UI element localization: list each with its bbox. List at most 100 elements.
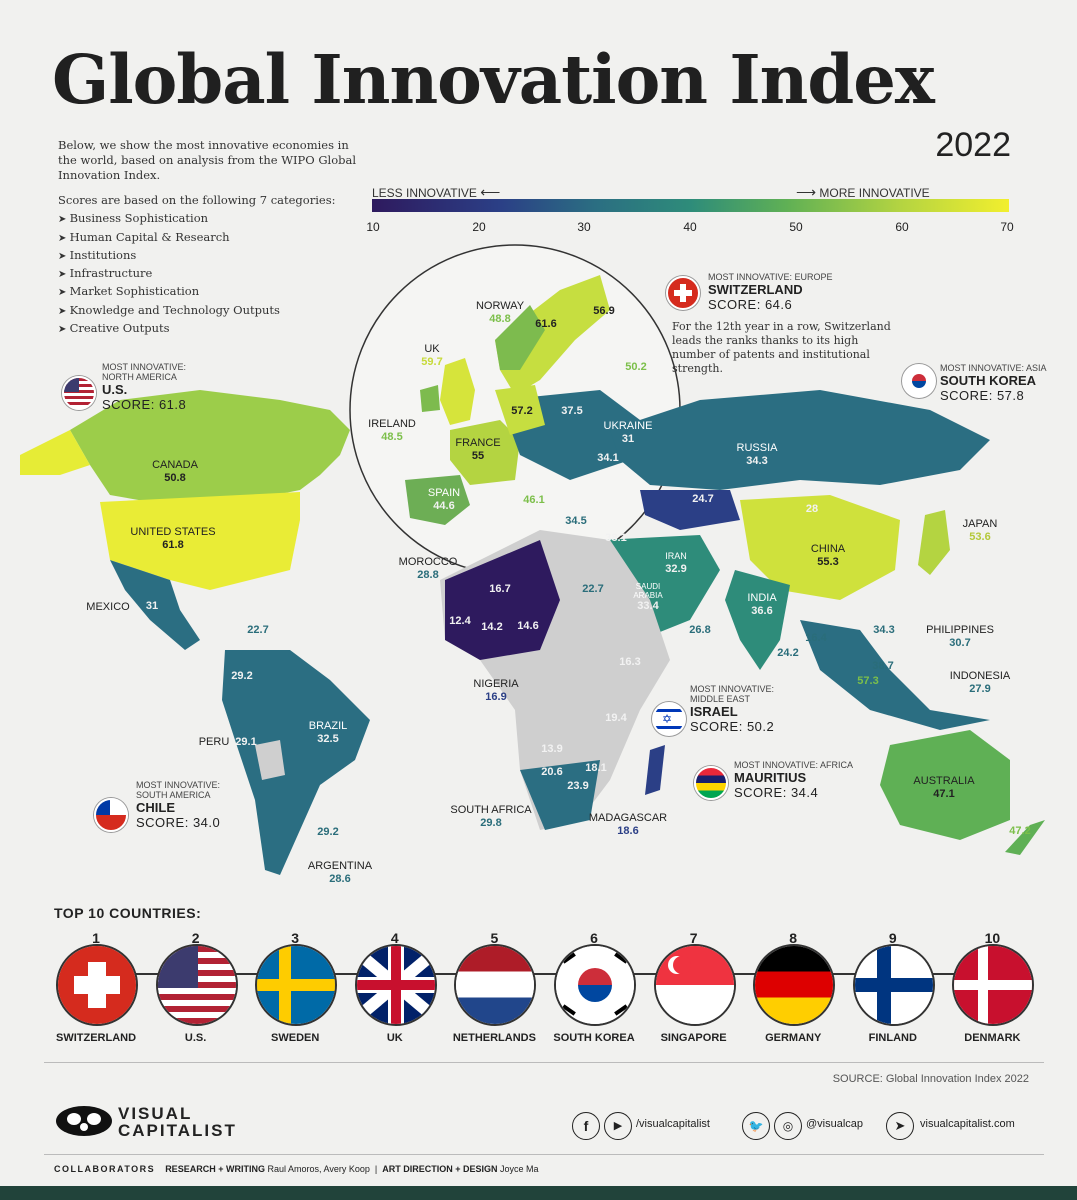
value-kazakhstan: 24.7 [692,493,714,505]
value-poland: 37.5 [561,405,583,417]
social-handle-link[interactable]: /visualcapitalist [636,1118,710,1130]
website-link[interactable]: visualcapitalist.com [920,1118,1015,1130]
value-russia-west: 50.2 [625,361,647,373]
germany-flag-icon [753,944,836,1026]
value-sri-lanka: 24.2 [777,647,799,659]
label-united-states: UNITED STATES 61.8 [130,526,216,551]
categories-block: Scores are based on the following 7 cate… [58,192,378,338]
value-africa: 13.9 [541,743,563,755]
value-yemen: 26.8 [689,624,711,636]
finland-flag-icon [852,944,935,1026]
us-flag-icon [62,376,96,410]
value-africa: 22.7 [582,583,604,595]
color-scale-bar [372,199,1009,212]
callout-score: SCORE: 50.2 [690,719,775,734]
social-handle-link[interactable]: @visualcap [806,1118,864,1130]
australia-shape [880,730,1010,840]
value-uruguay: 29.2 [317,826,339,838]
japan-shape [918,510,950,575]
value-africa: 16.3 [619,656,641,668]
youtube-icon[interactable]: ▶ [604,1112,632,1140]
callout-name: SOUTH KOREA [940,373,1037,388]
value-peru: 29.1 [235,736,257,748]
label-japan: JAPAN 53.6 [962,518,998,543]
label-indonesia: INDONESIA 27.9 [949,670,1011,695]
callout-head: MOST INNOVATIVE: EUROPE [708,272,833,282]
value-sweden: 61.6 [535,318,557,330]
callout-head: SOUTH AMERICA [136,790,211,800]
category-item: Institutions [58,247,378,265]
instagram-icon[interactable]: ◎ [774,1112,802,1140]
mauritius-flag-icon [694,766,728,800]
credits: COLLABORATORS RESEARCH + WRITING Raul Am… [54,1164,539,1174]
russia-shape [610,390,990,490]
divider [44,1062,1044,1063]
label-argentina: ARGENTINA 28.6 [307,860,373,885]
value-colombia: 29.2 [231,670,253,682]
callout-head: MOST INNOVATIVE: [136,780,221,790]
value-africa: 12.4 [449,615,471,627]
country-name: SOUTH KOREA [553,1032,635,1044]
west-africa-shape [445,540,560,660]
category-item: Creative Outputs [58,320,378,338]
label-peru: PERU [198,736,230,748]
value-africa: 18.1 [585,762,607,774]
value-turkey: 38.1 [605,532,627,544]
country-name: U.S. [184,1032,207,1044]
callout-head: MOST INNOVATIVE: AFRICA [734,760,854,770]
rank-number: 4 [390,930,399,946]
rank-number: 1 [92,930,100,946]
ireland-shape [420,385,440,412]
callout-score: SCORE: 34.4 [734,785,819,800]
facebook-icon[interactable]: f [572,1112,600,1140]
us-flag-icon [155,944,238,1026]
usa-shape [100,492,300,590]
category-item: Business Sophistication [58,210,378,228]
callout-name: MAURITIUS [734,770,807,785]
categories-intro: Scores are based on the following 7 cate… [58,193,336,207]
rank-number: 10 [984,930,1001,946]
cursor-icon[interactable]: ➤ [886,1112,914,1140]
rank-number: 7 [689,930,698,946]
intro-text: Below, we show the most innovative econo… [58,138,357,182]
value-singapore: 57.3 [857,675,879,687]
label-china: CHINA 55.3 [810,543,846,568]
norway-shape [495,305,545,370]
label-uk: UK 59.7 [421,343,443,368]
value-malaysia: 38.7 [872,660,894,672]
scale-tick: 50 [789,220,803,234]
spain-shape [405,475,470,525]
madagascar-shape [645,745,665,795]
country-name: FINLAND [868,1032,917,1044]
value-greece: 34.5 [565,515,587,527]
source-note: SOURCE: Global Innovation Index 2022 [832,1073,1029,1085]
value-africa: 14.2 [481,621,503,633]
value-africa: 23.9 [567,780,589,792]
value-mongolia: 28 [805,503,819,515]
label-russia: RUSSIA 34.3 [736,442,778,467]
netherlands-flag-icon [454,944,537,1026]
label-india: INDIA 36.6 [747,592,777,617]
label-saudi: SAUDI ARABIA 33.4 [633,582,663,612]
country-name: GERMANY [765,1032,822,1044]
scandinavia-shape [495,275,610,395]
scale-tick: 30 [577,220,591,234]
china-shape [740,495,900,600]
callout-score: SCORE: 57.8 [940,388,1025,403]
year: 2022 [935,126,1011,164]
callout-name: U.S. [102,382,128,397]
brand-name: VISUAL CAPITALIST [118,1104,237,1140]
value-africa: 14.6 [517,620,539,632]
callout-head: MOST INNOVATIVE: [102,362,187,372]
value-italy: 46.1 [523,494,545,506]
twitter-icon[interactable]: 🐦 [742,1112,770,1140]
value-africa: 19.4 [605,712,627,724]
value-germany: 57.2 [511,405,533,417]
label-morocco: MOROCCO 28.8 [398,556,458,581]
scale-tick: 10 [366,220,380,234]
callout-head: MIDDLE EAST [690,694,751,704]
chile-flag-icon [94,798,128,832]
callout-name: SWITZERLAND [708,282,803,297]
rank-number: 6 [590,930,598,946]
india-shape [725,570,790,670]
